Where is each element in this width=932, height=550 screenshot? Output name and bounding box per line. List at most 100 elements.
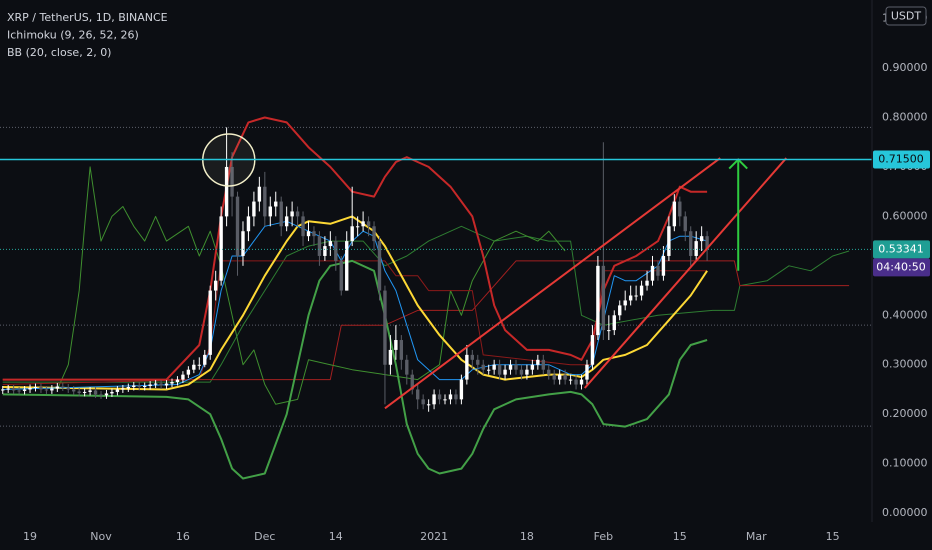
candle-body <box>399 340 404 360</box>
countdown: 04:40:50 <box>876 260 925 273</box>
candle-body <box>656 265 660 276</box>
candle-body <box>366 221 371 227</box>
candle-body <box>121 388 125 390</box>
y-tick-label: 0.00000 <box>882 506 928 519</box>
candle-body <box>590 335 595 365</box>
candle-body <box>639 285 644 296</box>
candle-body <box>126 387 131 389</box>
candle-body <box>93 390 98 395</box>
candle-body <box>99 394 103 396</box>
candle-body <box>661 255 666 276</box>
candle-body <box>17 390 21 392</box>
candle-body <box>547 369 551 375</box>
candle-body <box>295 211 300 217</box>
indicator-line <box>2 260 708 385</box>
candle-body <box>361 221 365 227</box>
candle-body <box>44 389 49 391</box>
last-price-box <box>873 240 930 259</box>
candle-body <box>290 211 294 217</box>
candle-body <box>519 369 524 375</box>
candle-body <box>55 386 60 389</box>
candle-body <box>481 364 485 370</box>
candle-body <box>175 379 180 383</box>
x-tick-label: 19 <box>23 530 37 543</box>
candle-body <box>186 369 191 375</box>
indicator-line <box>56 166 566 405</box>
candle-body <box>618 305 622 316</box>
candle-body <box>339 260 343 291</box>
x-tick-label: Nov <box>90 530 112 543</box>
candle-body <box>284 216 289 227</box>
candle-body <box>672 201 677 227</box>
candle-body <box>459 379 464 400</box>
candle-body <box>536 359 540 365</box>
candle-body <box>634 295 638 297</box>
countdown-box <box>873 258 930 277</box>
y-tick-label: 0.40000 <box>882 308 928 321</box>
candle-body <box>650 265 655 281</box>
candle-body <box>585 364 589 380</box>
indicator-line <box>2 260 850 381</box>
candle-body <box>328 241 333 247</box>
indicator-line <box>2 259 708 480</box>
candle-body <box>1 389 5 391</box>
candle-body <box>334 241 338 261</box>
candle-body <box>699 236 704 242</box>
candle-body <box>612 315 616 331</box>
y-tick-label: 0.10000 <box>882 457 928 470</box>
candle-body <box>530 364 535 370</box>
candle-body <box>213 280 218 291</box>
legend-entry: Ichimoku (9, 26, 52, 26) <box>7 29 139 42</box>
candle-body <box>50 388 54 391</box>
candle-body <box>66 387 70 390</box>
x-tick-label: 14 <box>329 530 343 543</box>
candle-body <box>143 386 147 388</box>
candle-body <box>224 166 229 217</box>
y-tick-label: 0.90000 <box>882 61 928 74</box>
candle-body <box>563 374 567 380</box>
candle-body <box>541 359 545 370</box>
candle-body <box>514 364 518 370</box>
candle-body <box>257 186 262 202</box>
candle-body <box>219 216 223 281</box>
candle-body <box>312 231 316 237</box>
candle-body <box>377 241 382 291</box>
candle-body <box>246 216 251 232</box>
candle-body <box>405 359 409 375</box>
currency-button-box[interactable] <box>885 6 927 26</box>
indicator-line <box>2 215 708 391</box>
candle-body <box>372 226 376 242</box>
candle-body <box>159 383 163 386</box>
candle-body <box>432 394 436 405</box>
candle-body <box>388 349 393 365</box>
candle-body <box>579 379 584 385</box>
candle-body <box>230 166 234 197</box>
candle-body <box>153 383 158 385</box>
currency-button[interactable]: USDT <box>891 10 922 23</box>
candle-body <box>476 359 480 365</box>
candle-body <box>410 374 414 390</box>
candle-body <box>497 364 502 375</box>
candle-body <box>22 389 27 391</box>
candle-body <box>192 364 196 370</box>
candle-body <box>557 374 562 380</box>
indicator-line <box>2 225 850 383</box>
x-tick-label: 16 <box>176 530 190 543</box>
candle-body <box>6 388 10 390</box>
candle-body <box>263 186 267 217</box>
candle-body <box>148 384 152 387</box>
y-tick-label: 0.30000 <box>882 358 928 371</box>
candle-body <box>235 196 240 256</box>
x-tick-label: 15 <box>826 530 840 543</box>
candle-body <box>437 394 442 400</box>
candle-body <box>279 201 283 227</box>
candle-body <box>350 226 354 242</box>
candle-body <box>137 385 141 387</box>
candle-body <box>355 226 360 228</box>
candle-body <box>82 391 87 393</box>
candle-body <box>317 236 322 256</box>
candle-body <box>416 389 420 400</box>
y-tick-label: 0.20000 <box>882 407 928 420</box>
candle-body <box>241 231 245 256</box>
